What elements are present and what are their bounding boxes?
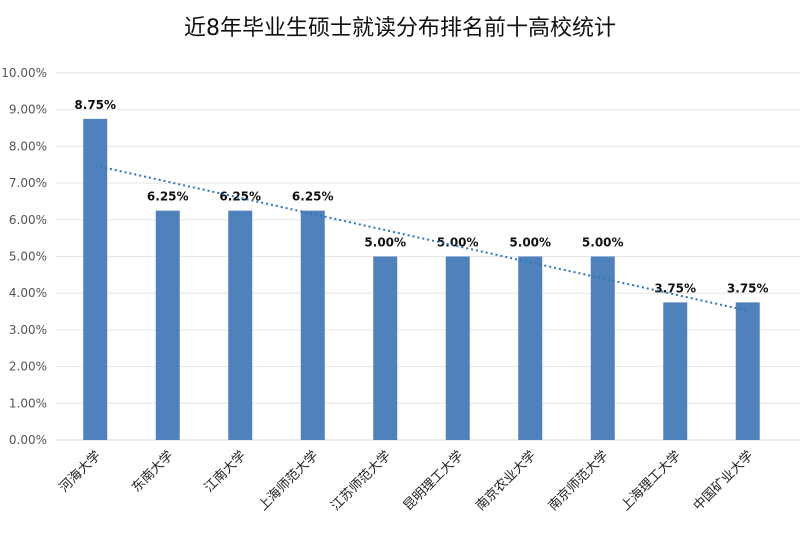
data-label: 6.25% xyxy=(147,190,189,204)
bar xyxy=(300,210,325,440)
y-tick-label: 5.00% xyxy=(9,250,47,264)
y-tick-label: 8.00% xyxy=(9,139,47,153)
bar xyxy=(373,256,398,440)
data-label: 5.00% xyxy=(364,236,406,250)
chart-title: 近8年毕业生硕士就读分布排名前十高校统计 xyxy=(184,16,616,41)
data-label: 5.00% xyxy=(437,236,479,250)
x-tick-label: 河海大学 xyxy=(56,448,104,496)
data-label: 8.75% xyxy=(74,98,116,112)
bar xyxy=(445,256,470,440)
x-tick-label: 南京农业大学 xyxy=(473,448,539,514)
x-tick-label: 东南大学 xyxy=(128,448,176,496)
y-tick-label: 3.00% xyxy=(9,323,47,337)
x-tick-label: 上海师范大学 xyxy=(255,448,321,514)
bar xyxy=(735,302,760,440)
data-label: 6.25% xyxy=(219,190,261,204)
y-tick-label: 9.00% xyxy=(9,103,47,117)
data-label: 5.00% xyxy=(509,236,551,250)
x-tick-label: 上海理工大学 xyxy=(618,448,684,514)
x-tick-label: 江南大学 xyxy=(201,448,249,496)
bar xyxy=(155,210,180,440)
data-label: 6.25% xyxy=(292,190,334,204)
bar xyxy=(518,256,543,440)
data-label: 5.00% xyxy=(582,236,624,250)
x-tick-label: 南京师范大学 xyxy=(545,448,611,514)
y-tick-label: 1.00% xyxy=(9,396,47,410)
y-tick-label: 4.00% xyxy=(9,286,47,300)
x-tick-label: 江苏师范大学 xyxy=(328,448,394,514)
bar xyxy=(663,302,688,440)
data-label: 3.75% xyxy=(654,281,696,295)
x-tick-label: 中国矿业大学 xyxy=(690,448,756,514)
bar xyxy=(228,210,253,440)
y-tick-label: 6.00% xyxy=(9,213,47,227)
y-tick-label: 7.00% xyxy=(9,176,47,190)
bar xyxy=(83,118,108,440)
y-tick-label: 10.00% xyxy=(1,66,47,80)
data-label: 3.75% xyxy=(727,281,769,295)
trendline xyxy=(95,164,748,312)
bar xyxy=(590,256,615,440)
x-tick-label: 昆明理工大学 xyxy=(400,448,466,514)
y-tick-label: 2.00% xyxy=(9,360,47,374)
y-tick-label: 0.00% xyxy=(9,433,47,447)
